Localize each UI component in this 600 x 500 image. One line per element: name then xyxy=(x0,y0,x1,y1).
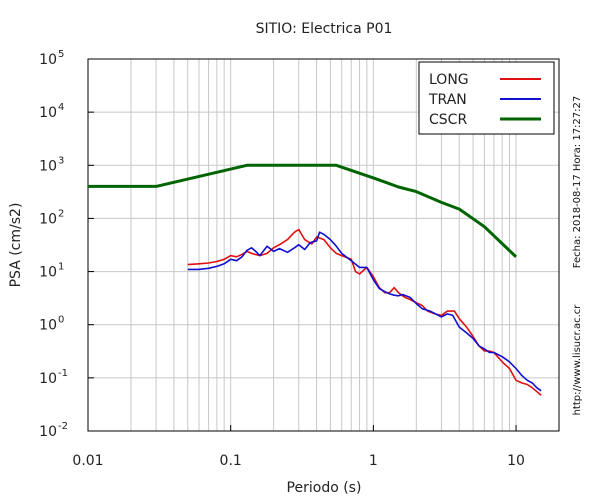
y-tick-label: 10 xyxy=(39,318,57,334)
y-tick-label: 10 xyxy=(39,105,57,121)
y-axis-label: PSA (cm/s2) xyxy=(8,203,24,288)
y-tick-label: 10 xyxy=(39,371,57,387)
legend-label-long: LONG xyxy=(429,72,469,88)
legend-label-cscr: CSCR xyxy=(429,112,467,128)
y-tick-label: 10 xyxy=(39,211,57,227)
x-tick-label: 0.1 xyxy=(220,453,242,469)
plot-frame xyxy=(87,58,560,432)
y-tick-exponent: -2 xyxy=(58,421,68,432)
timestamp-text: Fecha: 2018-08-17 Hora: 17:27:27 xyxy=(572,96,583,269)
y-tick-exponent: 4 xyxy=(58,102,64,113)
x-tick-label: 1 xyxy=(369,453,378,469)
y-tick-exponent: 2 xyxy=(58,208,64,219)
x-tick-label: 0.01 xyxy=(72,453,103,469)
x-axis-label: Periodo (s) xyxy=(287,480,362,496)
legend: LONG TRAN CSCR xyxy=(418,61,555,135)
y-tick-exponent: 1 xyxy=(58,262,64,273)
series-line-cscr xyxy=(88,163,518,258)
y-tick-exponent: 0 xyxy=(58,315,64,326)
y-tick-exponent: 5 xyxy=(58,49,64,60)
chart-title: SITIO: Electrica P01 xyxy=(256,21,393,37)
y-tick-exponent: 3 xyxy=(58,155,64,166)
url-text: http://www.lisucr.ac.cr xyxy=(572,304,583,416)
series-line-long xyxy=(187,228,542,396)
y-tick-label: 10 xyxy=(39,424,57,440)
y-tick-label: 10 xyxy=(39,265,57,281)
legend-label-tran: TRAN xyxy=(428,92,467,108)
y-tick-label: 10 xyxy=(39,52,57,68)
series-layer xyxy=(88,163,542,396)
y-tick-exponent: -1 xyxy=(58,368,68,379)
y-tick-label: 10 xyxy=(39,158,57,174)
series-line-tran xyxy=(187,231,542,392)
x-tick-label: 10 xyxy=(507,453,525,469)
